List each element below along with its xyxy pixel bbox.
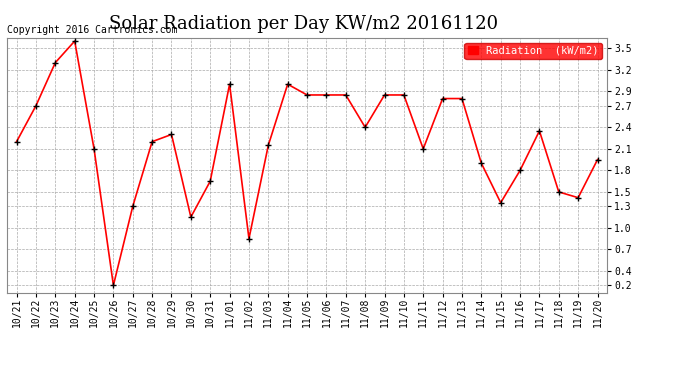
Text: Copyright 2016 Cartronics.com: Copyright 2016 Cartronics.com bbox=[7, 25, 177, 35]
Legend: Radiation  (kW/m2): Radiation (kW/m2) bbox=[464, 43, 602, 59]
Text: Solar Radiation per Day KW/m2 20161120: Solar Radiation per Day KW/m2 20161120 bbox=[109, 15, 498, 33]
